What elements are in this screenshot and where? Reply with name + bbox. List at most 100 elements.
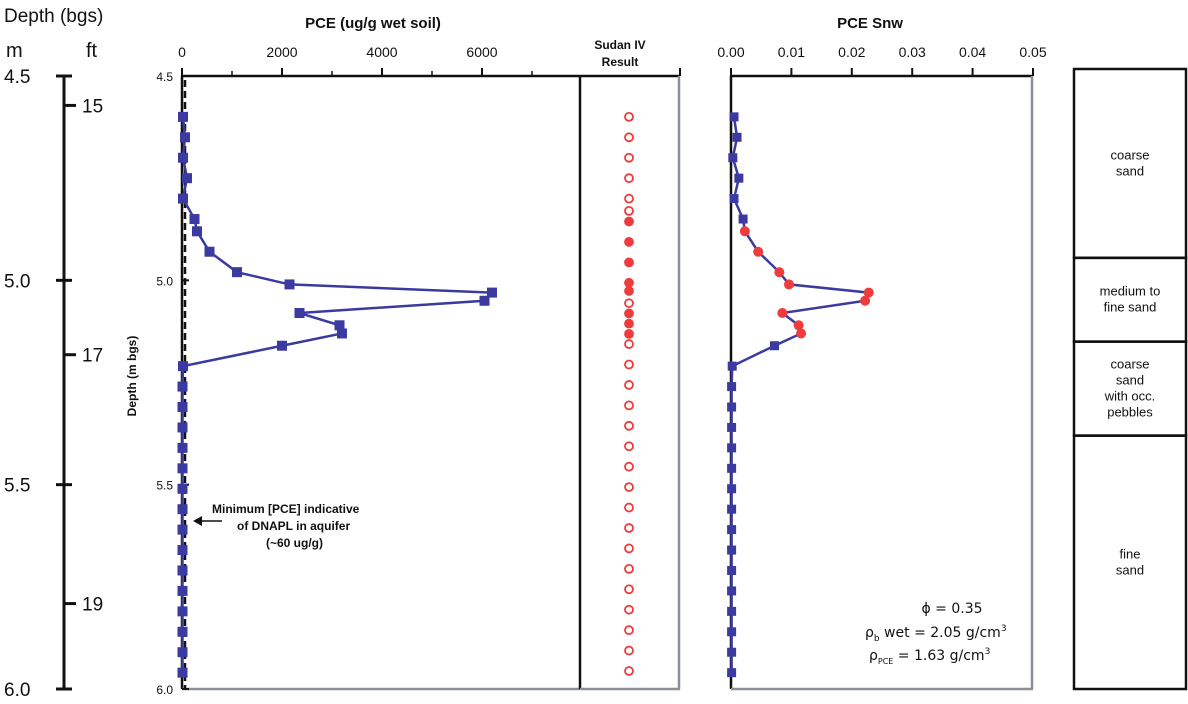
snw-data-point (727, 402, 737, 412)
depth-axis: Depth (bgs) m ft 4.5 5.0 5.5 6.0 15 17 19 (4, 6, 103, 701)
pce-ytick-label: 5.0 (156, 274, 173, 288)
lithology-label: sand (1116, 562, 1144, 577)
pce-data-point (177, 483, 188, 494)
snw-panel: PCE Snw 0.00 0.01 0.02 0.03 0.04 0.05 ϕ = 0.3… (717, 15, 1047, 691)
snw-highlighted-point (793, 320, 804, 331)
sudan-panel-title-line1: Sudan IV (594, 38, 645, 52)
sudan-negative-point (624, 461, 634, 472)
pce-density-label: ρPCE = 1.63 g/cm3 (869, 647, 990, 666)
pce-series-line (181, 116, 495, 673)
snw-panel-title: PCE Snw (837, 15, 903, 32)
snw-data-point (727, 361, 737, 371)
snw-data-point (732, 132, 742, 142)
depth-axis-title: Depth (bgs) (4, 6, 103, 27)
pce-xtick-label: 0 (178, 44, 186, 60)
pce-panel-title: PCE (ug/g wet soil) (305, 15, 441, 32)
pce-data-point (178, 152, 188, 163)
pce-data-point (192, 226, 202, 237)
snw-data-point (727, 484, 737, 494)
sudan-negative-point (624, 111, 634, 122)
sudan-negative-point (624, 543, 634, 554)
sudan-negative-point (624, 563, 634, 574)
snw-data-point (769, 341, 779, 351)
annotation-line-3: (~60 ug/g) (266, 536, 323, 550)
snw-data-point (729, 112, 739, 122)
snw-highlighted-point (860, 295, 871, 306)
pce-data-point (204, 246, 215, 257)
snw-highlighted-point (753, 246, 764, 257)
pce-panel: PCE (ug/g wet soil) Depth (m bgs) 0 2000 4… (125, 15, 680, 697)
snw-series-line (730, 116, 871, 673)
annotation-line-1: Minimum [PCE] indicative (212, 502, 360, 516)
depth-m-tick-label: 5.5 (4, 476, 30, 497)
sudan-negative-point (624, 523, 634, 533)
lithology-unit (1072, 434, 1188, 691)
snw-highlighted-point (796, 328, 807, 339)
pce-ytick-label: 5.5 (156, 479, 173, 493)
pce-data-point (232, 267, 242, 278)
snw-data-point (727, 586, 737, 596)
snw-highlighted-point (863, 287, 874, 298)
sudan-positive-point (624, 328, 634, 339)
snw-data-point (727, 443, 737, 453)
annotation-line-2: of DNAPL in aquifer (237, 519, 350, 533)
sudan-negative-point (624, 359, 634, 370)
sudan-negative-point (624, 205, 634, 216)
sudan-negative-point (624, 482, 634, 493)
sudan-negative-point (624, 173, 634, 184)
sudan-positive-point (624, 277, 634, 288)
depth-m-tick-label: 4.5 (4, 67, 30, 88)
snw-data-point (727, 463, 737, 473)
sudan-negative-point (624, 502, 634, 513)
pce-data-point (177, 565, 188, 576)
lithology-label: coarse (1110, 147, 1149, 162)
snw-xtick-label: 0.02 (838, 44, 865, 60)
sudan-negative-point (624, 584, 634, 595)
snw-xtick-label: 0.04 (959, 44, 986, 60)
pce-data-point (177, 585, 188, 596)
depth-m-tick-label: 6.0 (4, 680, 30, 701)
snw-data-point (727, 647, 737, 657)
depth-unit-ft: ft (86, 40, 98, 62)
lithology-label: pebbles (1107, 405, 1153, 420)
sudan-positive-point (624, 237, 634, 247)
pce-data-point (177, 422, 188, 433)
pce-data-point (178, 193, 188, 204)
sudan-negative-point (624, 441, 634, 452)
sudan-negative-point (624, 625, 634, 636)
sudan-positive-point (624, 257, 634, 268)
pce-data-point (177, 647, 188, 658)
sudan-positive-point (624, 286, 634, 296)
sudan-negative-point (624, 152, 634, 163)
lithology-label: sand (1116, 163, 1144, 178)
pce-ytick-label: 6.0 (156, 683, 173, 697)
lithology-label: sand (1116, 373, 1144, 388)
sudan-negative-point (624, 604, 634, 615)
pce-data-point (277, 340, 287, 351)
pce-data-point (180, 132, 190, 143)
snw-xtick-label: 0.03 (899, 44, 926, 60)
pce-data-point (177, 381, 188, 392)
snw-highlighted-point (774, 267, 785, 278)
pce-data-point (177, 463, 188, 474)
pce-data-point (334, 320, 345, 331)
sudan-negative-point (624, 298, 634, 309)
pce-data-point (284, 279, 295, 290)
pce-data-point (177, 606, 188, 617)
pce-data-point (182, 173, 192, 184)
pce-data-point (178, 361, 188, 372)
pce-data-point (294, 308, 305, 319)
porosity-label: ϕ = 0.35 (921, 601, 982, 617)
sudan-negative-point (624, 193, 634, 204)
snw-data-point (727, 525, 737, 535)
snw-data-point (727, 545, 737, 555)
snw-data-point (727, 627, 737, 637)
annotation-arrow-head (193, 516, 202, 526)
pce-xtick-label: 2000 (266, 44, 297, 60)
snw-data-point (727, 382, 737, 392)
snw-xtick-label: 0.00 (717, 44, 744, 60)
lithology-label: fine sand (1104, 300, 1157, 315)
snw-xtick-label: 0.05 (1019, 44, 1046, 60)
sudan-positive-point (624, 318, 634, 329)
